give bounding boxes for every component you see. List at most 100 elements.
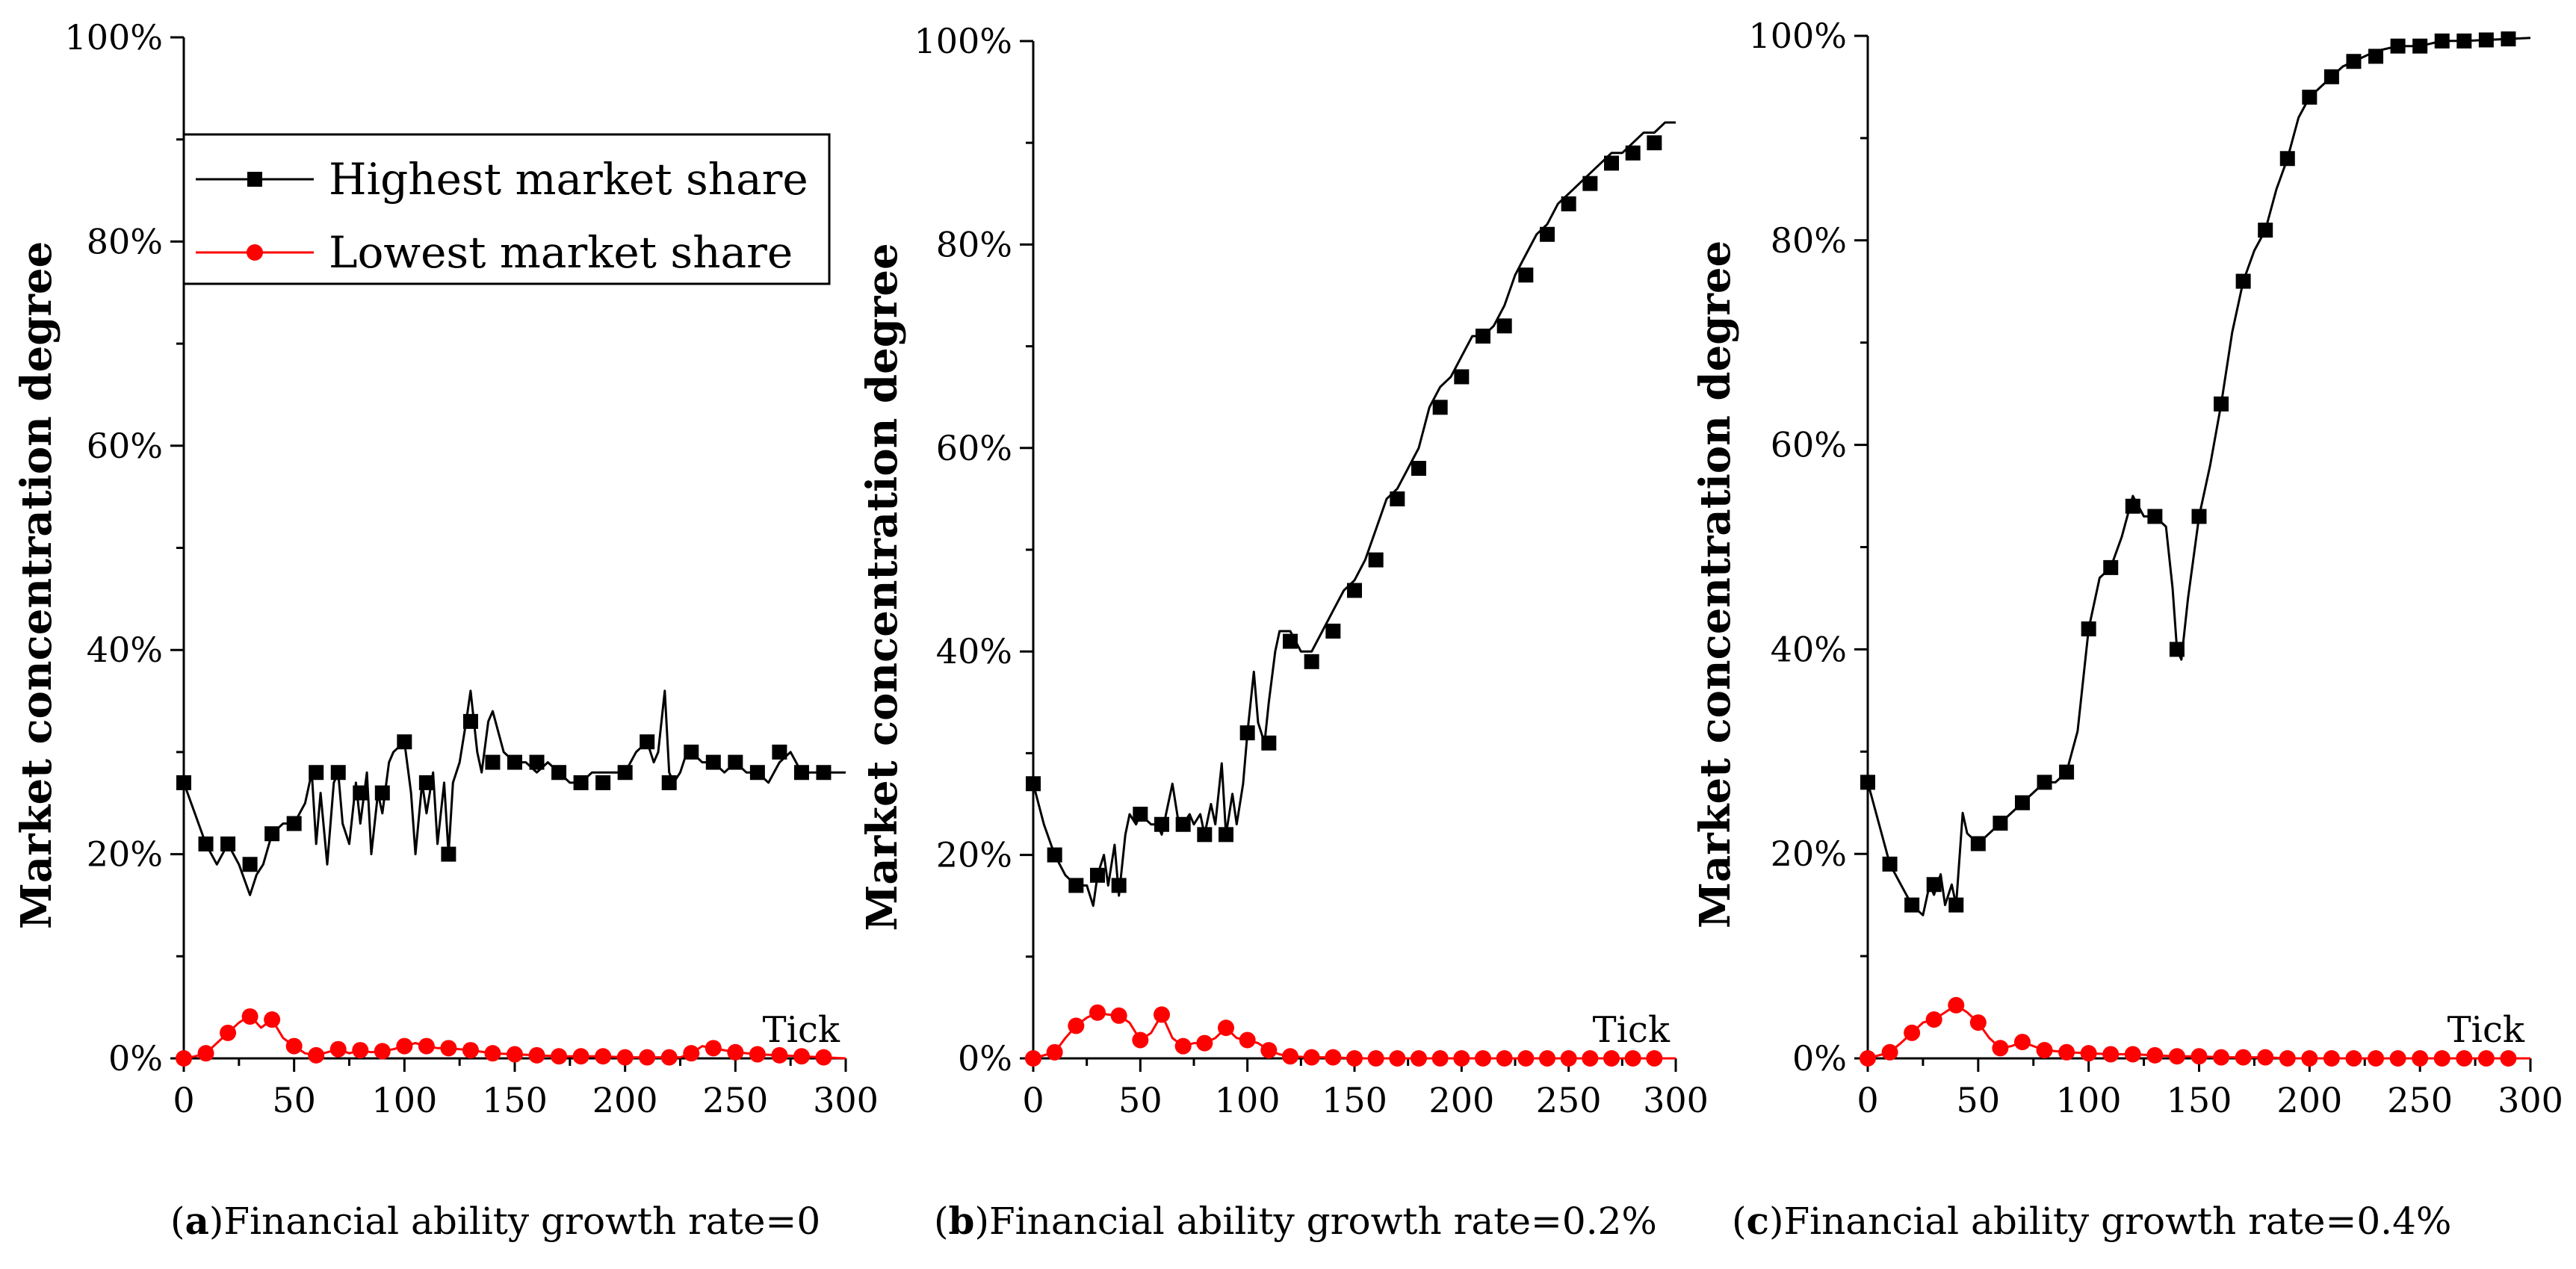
x-tick-label: 300	[2498, 1080, 2563, 1120]
data-point-marker	[1925, 1011, 1942, 1028]
x-tick-label: 50	[1118, 1080, 1162, 1120]
data-point-marker	[2080, 1045, 2097, 1062]
data-point-marker	[198, 836, 214, 851]
x-tick-label: 0	[173, 1080, 194, 1120]
data-point-marker	[1969, 1014, 1987, 1031]
data-point-marker	[2456, 33, 2472, 49]
data-point-marker	[1261, 735, 1277, 751]
data-point-marker	[1517, 1050, 1535, 1067]
data-point-marker	[749, 1046, 766, 1063]
data-point-marker	[462, 1042, 479, 1059]
data-point-marker	[1475, 1050, 1491, 1067]
data-point-marker	[1197, 827, 1213, 843]
data-point-marker	[1518, 267, 1534, 283]
y-tick-label: 80%	[87, 221, 163, 261]
data-point-marker	[1304, 654, 1319, 669]
data-point-marker	[2081, 621, 2096, 637]
caption-letter: a	[185, 1199, 209, 1243]
data-point-marker	[771, 1046, 788, 1064]
caption-text: )Financial ability growth rate=0	[209, 1200, 820, 1243]
tick-annotation: Tick	[2447, 1009, 2525, 1051]
x-tick-label: 50	[272, 1080, 316, 1120]
data-point-marker	[640, 734, 655, 750]
x-tick-label: 200	[592, 1080, 658, 1120]
tick-annotation: Tick	[763, 1009, 840, 1051]
y-tick-label: 20%	[936, 835, 1012, 875]
data-point-marker	[660, 1049, 678, 1066]
data-point-marker	[2058, 1043, 2075, 1061]
y-axis-label: Market concentration degree	[1691, 241, 1740, 928]
data-point-marker	[309, 765, 324, 781]
y-tick-label: 100%	[1748, 16, 1847, 56]
data-point-marker	[727, 1043, 744, 1061]
data-point-marker	[1046, 1043, 1063, 1061]
data-point-marker	[329, 1040, 347, 1058]
data-point-marker	[241, 1008, 258, 1025]
data-point-marker	[1025, 1050, 1041, 1067]
data-point-marker	[793, 1048, 810, 1065]
data-point-marker	[1970, 836, 1986, 851]
data-point-marker	[1283, 633, 1298, 649]
data-point-marker	[2390, 38, 2406, 54]
data-point-marker	[1453, 1050, 1470, 1067]
data-point-marker	[1239, 725, 1255, 741]
legend: Highest market share Lowest market share	[182, 133, 831, 285]
data-point-marker	[1390, 491, 1405, 506]
data-point-marker	[2213, 1049, 2230, 1066]
data-point-marker	[1904, 1024, 1921, 1041]
data-point-marker	[528, 1046, 545, 1064]
data-point-marker	[330, 765, 346, 781]
data-point-marker	[1948, 996, 1965, 1014]
x-tick-label: 250	[702, 1080, 768, 1120]
x-tick-label: 150	[1322, 1080, 1387, 1120]
data-point-marker	[2501, 31, 2516, 47]
data-point-marker	[2456, 1050, 2473, 1067]
data-point-marker	[1496, 1050, 1513, 1067]
data-point-marker	[1432, 400, 1448, 415]
data-point-marker	[1110, 1007, 1127, 1024]
data-point-marker	[484, 1045, 501, 1062]
data-point-marker	[1239, 1031, 1256, 1049]
legend-box	[182, 133, 831, 285]
data-point-marker	[507, 1046, 523, 1063]
caption-paren: (	[170, 1200, 185, 1243]
data-point-marker	[1068, 878, 1084, 893]
series-highest	[176, 689, 846, 896]
data-point-marker	[772, 744, 787, 760]
data-point-marker	[308, 1046, 325, 1064]
caption-paren: (	[934, 1200, 949, 1243]
data-point-marker	[572, 1048, 589, 1065]
data-point-marker	[2013, 1034, 2031, 1051]
data-point-marker	[1132, 1031, 1149, 1049]
data-point-marker	[396, 1037, 413, 1055]
x-tick-label: 50	[1957, 1080, 2001, 1120]
data-point-marker	[595, 1048, 612, 1065]
caption-letter: c	[1747, 1199, 1769, 1243]
data-point-marker	[1219, 827, 1233, 843]
x-tick-label: 300	[813, 1080, 879, 1120]
data-point-marker	[2433, 1050, 2450, 1067]
data-point-marker	[816, 765, 832, 781]
data-point-marker	[1431, 1050, 1449, 1067]
data-point-marker	[2168, 1048, 2185, 1065]
data-point-marker	[2235, 1049, 2252, 1066]
y-tick-label: 40%	[936, 631, 1012, 671]
data-point-marker	[1904, 897, 1920, 913]
data-point-marker	[2323, 69, 2339, 84]
x-tick-label: 200	[1428, 1080, 1494, 1120]
data-point-marker	[2323, 1050, 2340, 1067]
data-point-marker	[2279, 1050, 2296, 1067]
data-point-marker	[2103, 559, 2119, 575]
panel-caption: (c)Financial ability growth rate=0.4%	[1732, 1199, 2451, 1243]
data-point-marker	[197, 1045, 214, 1062]
data-point-marker	[1496, 318, 1512, 334]
data-point-marker	[2500, 1050, 2517, 1067]
data-point-marker	[1948, 897, 1964, 913]
data-point-marker	[2412, 38, 2428, 54]
data-point-marker	[1539, 1050, 1555, 1067]
legend-marker-highest	[247, 172, 262, 187]
data-point-marker	[418, 775, 434, 790]
data-point-marker	[220, 836, 236, 851]
series-highest	[1026, 121, 1676, 907]
y-tick-label: 40%	[1771, 629, 1847, 669]
